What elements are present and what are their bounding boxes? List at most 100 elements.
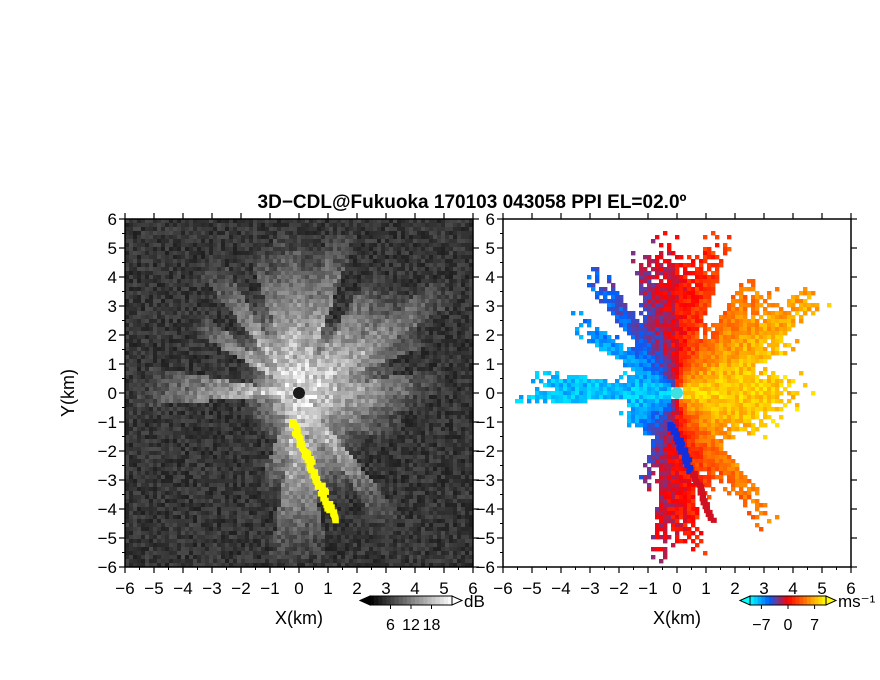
snr-cell bbox=[389, 287, 394, 292]
snr-cell bbox=[341, 235, 346, 240]
snr-cell bbox=[313, 387, 318, 392]
snr-cell bbox=[409, 251, 414, 256]
snr-cell bbox=[397, 367, 402, 372]
snr-cell bbox=[445, 235, 450, 240]
snr-cell bbox=[177, 335, 182, 340]
snr-cell bbox=[209, 255, 214, 260]
snr-cell bbox=[465, 439, 470, 444]
snr-cell bbox=[417, 367, 422, 372]
snr-cell bbox=[265, 371, 270, 376]
snr-cell bbox=[181, 275, 186, 280]
snr-cell bbox=[209, 443, 214, 448]
snr-cell bbox=[425, 435, 430, 440]
snr-cell bbox=[317, 387, 322, 392]
snr-cell bbox=[389, 323, 394, 328]
snr-cell bbox=[445, 323, 450, 328]
snr-cell bbox=[397, 263, 402, 268]
snr-cell bbox=[165, 355, 170, 360]
snr-cell bbox=[361, 235, 366, 240]
snr-cell bbox=[409, 231, 414, 236]
snr-cell bbox=[277, 275, 282, 280]
snr-cell bbox=[301, 335, 306, 340]
snr-cell bbox=[173, 299, 178, 304]
snr-cell bbox=[229, 359, 234, 364]
snr-cell bbox=[149, 255, 154, 260]
snr-cell bbox=[305, 387, 310, 392]
snr-cell bbox=[321, 343, 326, 348]
snr-cell bbox=[145, 255, 150, 260]
snr-cell bbox=[273, 283, 278, 288]
left-panel: −6 −5 −4 −3 −2 −1 0 1 2 3 4 5 6 −6−5−4−3−2−10123456 … bbox=[58, 210, 485, 634]
snr-cell bbox=[469, 255, 474, 260]
snr-cell bbox=[469, 311, 474, 316]
snr-cell bbox=[209, 379, 214, 384]
snr-cell bbox=[425, 363, 430, 368]
snr-cell bbox=[349, 395, 354, 400]
snr-cell bbox=[325, 411, 330, 416]
snr-cell bbox=[129, 443, 134, 448]
snr-cell bbox=[221, 399, 226, 404]
snr-cell bbox=[445, 367, 450, 372]
snr-cell bbox=[421, 227, 426, 232]
snr-cell bbox=[381, 443, 386, 448]
snr-cell bbox=[345, 391, 350, 396]
snr-cell bbox=[349, 443, 354, 448]
snr-cell bbox=[269, 271, 274, 276]
snr-cell bbox=[137, 271, 142, 276]
snr-cell bbox=[333, 379, 338, 384]
snr-cell bbox=[389, 439, 394, 444]
snr-cell bbox=[173, 279, 178, 284]
snr-cell bbox=[297, 255, 302, 260]
snr-cell bbox=[253, 311, 258, 316]
snr-cell bbox=[361, 347, 366, 352]
snr-cell bbox=[429, 395, 434, 400]
snr-cell bbox=[197, 223, 202, 228]
snr-cell bbox=[217, 283, 222, 288]
snr-cell bbox=[281, 335, 286, 340]
snr-cell bbox=[369, 327, 374, 332]
snr-cell bbox=[405, 267, 410, 272]
snr-cell bbox=[261, 327, 266, 332]
snr-cell bbox=[237, 395, 242, 400]
snr-cell bbox=[341, 367, 346, 372]
snr-cell bbox=[353, 263, 358, 268]
snr-cell bbox=[437, 371, 442, 376]
snr-cell bbox=[397, 283, 402, 288]
snr-cell bbox=[205, 367, 210, 372]
snr-cell bbox=[469, 307, 474, 312]
snr-cell bbox=[217, 295, 222, 300]
snr-cell bbox=[329, 383, 334, 388]
snr-cell bbox=[405, 263, 410, 268]
snr-cell bbox=[297, 287, 302, 292]
snr-cell bbox=[313, 331, 318, 336]
snr-cell bbox=[321, 423, 326, 428]
snr-cell bbox=[213, 443, 218, 448]
snr-cell bbox=[305, 279, 310, 284]
snr-cell bbox=[381, 219, 386, 224]
snr-cell bbox=[317, 255, 322, 260]
snr-cell bbox=[437, 311, 442, 316]
snr-cell bbox=[337, 391, 342, 396]
snr-cell bbox=[253, 287, 258, 292]
snr-cell bbox=[281, 359, 286, 364]
snr-cell bbox=[277, 435, 282, 440]
snr-cell bbox=[257, 411, 262, 416]
snr-cell bbox=[217, 303, 222, 308]
snr-cell bbox=[409, 235, 414, 240]
snr-cell bbox=[325, 235, 330, 240]
snr-cell bbox=[277, 395, 282, 400]
snr-cell bbox=[453, 295, 458, 300]
snr-cell bbox=[441, 335, 446, 340]
snr-cell bbox=[365, 291, 370, 296]
snr-cell bbox=[129, 291, 134, 296]
snr-cell bbox=[373, 419, 378, 424]
snr-cell bbox=[373, 239, 378, 244]
snr-cell bbox=[277, 327, 282, 332]
snr-cell bbox=[165, 323, 170, 328]
snr-cell bbox=[253, 363, 258, 368]
snr-cell bbox=[405, 279, 410, 284]
snr-cell bbox=[453, 299, 458, 304]
snr-cell bbox=[465, 279, 470, 284]
snr-cell bbox=[137, 403, 142, 408]
snr-cell bbox=[313, 411, 318, 416]
